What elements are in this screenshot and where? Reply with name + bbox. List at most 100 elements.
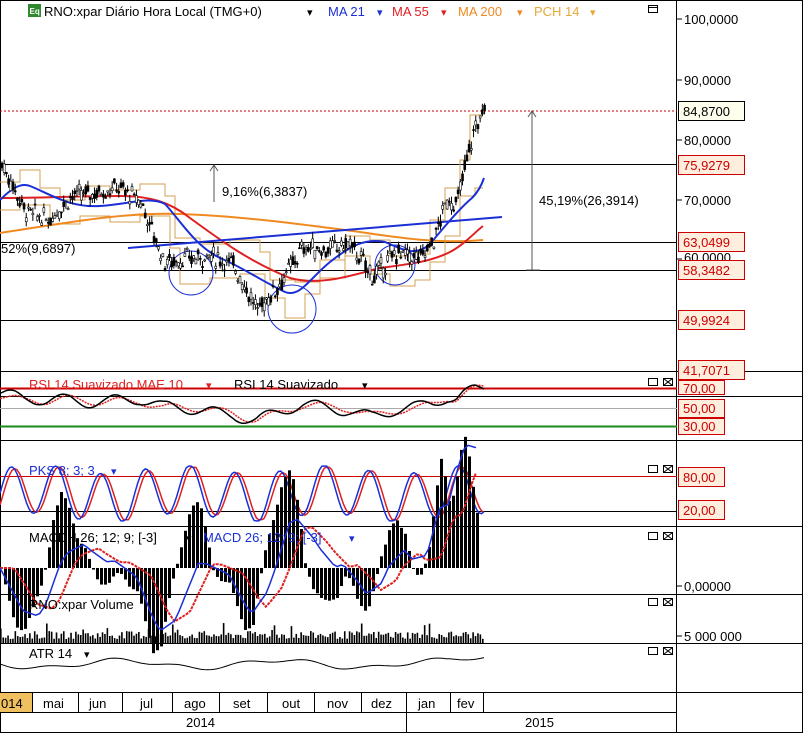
volume-bar bbox=[79, 635, 82, 643]
candle-body bbox=[425, 245, 429, 252]
volume-panel[interactable]: RNO:xpar Volume 5 000 000 bbox=[0, 597, 742, 644]
volume-bar bbox=[360, 623, 363, 643]
stoch-dropdown-icon[interactable]: ▾ bbox=[111, 466, 117, 478]
macd-histogram-bar bbox=[408, 550, 411, 568]
volume-bar bbox=[433, 637, 436, 643]
stochastic-panel[interactable]: PKS 8; 3; 3 ▾ 80,00 20,00 bbox=[0, 463, 725, 522]
atr-legend[interactable]: ATR 14 bbox=[29, 646, 72, 661]
macd-histogram-bar bbox=[380, 556, 383, 568]
volume-bar bbox=[4, 637, 7, 643]
candle-body bbox=[152, 236, 156, 243]
candle-body bbox=[75, 189, 79, 192]
title-dropdown-icon[interactable]: ▾ bbox=[307, 7, 313, 19]
candle-body bbox=[359, 251, 363, 256]
rsi-panel[interactable]: RSI 14 Suavizado MAE 10 ▾ RSI 14 Suaviza… bbox=[0, 377, 803, 435]
atr-minimize-icon[interactable] bbox=[648, 647, 658, 655]
candle-body bbox=[5, 172, 8, 175]
candle-body bbox=[69, 196, 72, 198]
symbol-title[interactable]: RNO:xpar Diário Hora Local (TMG+0) bbox=[44, 4, 262, 19]
macd-signal-line bbox=[0, 472, 477, 623]
level-label-2: 63,0499 bbox=[683, 235, 730, 250]
volume-bar bbox=[121, 632, 123, 643]
price-panel[interactable]: 9,16%(6,3837) 45,19%(26,3914) 52%(9,6897… bbox=[0, 103, 677, 334]
ma21-dropdown-icon[interactable]: ▾ bbox=[377, 7, 383, 19]
atr-panel[interactable]: ATR 14 ▾ bbox=[0, 646, 673, 671]
candle-body bbox=[210, 255, 213, 262]
candle-body bbox=[452, 209, 456, 212]
macd-legend[interactable]: MACD 26; 12; 9; [-3] bbox=[203, 530, 322, 545]
macd-histogram-bar bbox=[88, 558, 91, 568]
volume-bar bbox=[230, 634, 232, 643]
ma55-legend[interactable]: MA 55 bbox=[392, 4, 429, 19]
macd-histogram-bar bbox=[128, 568, 131, 587]
volume-bar bbox=[188, 636, 191, 643]
stoch-minimize-icon[interactable] bbox=[648, 465, 658, 473]
rsi-mae-dropdown-icon[interactable]: ▾ bbox=[206, 380, 212, 392]
volume-bar bbox=[317, 635, 319, 643]
volume-bar bbox=[440, 635, 443, 643]
macd-histogram-bar bbox=[20, 568, 23, 631]
candle-body bbox=[346, 241, 350, 249]
rsi-mae-legend[interactable]: RSI 14 Suavizado MAE 10 bbox=[29, 377, 183, 392]
macd-histogram-bar bbox=[188, 514, 191, 568]
macd-histogram-bar bbox=[212, 568, 215, 571]
price-panel-maximize-icon[interactable] bbox=[648, 5, 658, 13]
volume-bar bbox=[363, 635, 365, 643]
macd-histogram-bar bbox=[244, 568, 247, 630]
macdh-dropdown-icon[interactable]: ▾ bbox=[186, 533, 192, 545]
stoch-legend[interactable]: PKS 8; 3; 3 bbox=[29, 463, 95, 478]
candle-body bbox=[137, 199, 140, 205]
macdh-legend[interactable]: MACDH 26; 12; 9; [-3] bbox=[29, 530, 157, 545]
month-label: dez bbox=[371, 696, 392, 711]
time-axis[interactable]: 014 mai jun jul ago set out nov dez jan … bbox=[0, 693, 677, 733]
volume-bar bbox=[181, 636, 184, 643]
volume-bar bbox=[201, 632, 203, 643]
volume-legend[interactable]: RNO:xpar Volume bbox=[29, 597, 134, 612]
rsi-50-box bbox=[678, 399, 725, 418]
ma200-dropdown-icon[interactable]: ▾ bbox=[517, 7, 523, 19]
candle-body bbox=[205, 254, 209, 257]
macd-histogram-bar bbox=[196, 502, 199, 568]
macd-panel[interactable]: MACDH 26; 12; 9; [-3] ▾ MACD 26; 12; 9; … bbox=[0, 436, 731, 654]
candle-body bbox=[450, 203, 453, 211]
candle-body bbox=[66, 208, 70, 211]
candle-body bbox=[251, 302, 255, 304]
atr-dropdown-icon[interactable]: ▾ bbox=[84, 649, 90, 661]
candle-body bbox=[302, 247, 306, 254]
volume-bar bbox=[225, 634, 227, 643]
rsi-minimize-icon[interactable] bbox=[648, 378, 658, 386]
price-axis[interactable]: 100,0000 90,0000 80,0000 70,0000 60,0000… bbox=[677, 12, 745, 380]
volume-bar bbox=[99, 636, 101, 643]
ma200-legend[interactable]: MA 200 bbox=[458, 4, 502, 19]
macd-histogram-bar bbox=[412, 568, 415, 570]
candle-body bbox=[143, 212, 147, 219]
macd-histogram-bar bbox=[256, 568, 259, 599]
macd-minimize-icon[interactable] bbox=[648, 532, 658, 540]
macd-histogram-bar bbox=[388, 530, 391, 568]
macd-histogram-bar bbox=[312, 568, 315, 590]
rsi-legend[interactable]: RSI 14 Suavizado bbox=[234, 377, 338, 392]
volume-tick-label: 5 000 000 bbox=[684, 629, 742, 644]
candle-body bbox=[306, 247, 310, 252]
candle-body bbox=[436, 222, 440, 224]
macd-histogram-bar bbox=[112, 568, 115, 577]
candle-body bbox=[456, 189, 460, 195]
volume-bar bbox=[416, 632, 419, 643]
macd-histogram-bar bbox=[100, 568, 103, 585]
ma21-legend[interactable]: MA 21 bbox=[328, 4, 365, 19]
macd-histogram-bar bbox=[180, 547, 183, 568]
volume-bar bbox=[113, 638, 116, 643]
candle-body bbox=[71, 196, 74, 200]
pch-dropdown-icon[interactable]: ▾ bbox=[590, 7, 596, 19]
ma55-dropdown-icon[interactable]: ▾ bbox=[441, 7, 447, 19]
volume-minimize-icon[interactable] bbox=[648, 598, 658, 606]
candle-body bbox=[335, 249, 339, 252]
pch-legend[interactable]: PCH 14 bbox=[534, 4, 580, 19]
volume-bar bbox=[351, 632, 353, 643]
volume-bar bbox=[479, 634, 482, 643]
stoch-k-line bbox=[0, 465, 485, 522]
rsi-dropdown-icon[interactable]: ▾ bbox=[362, 380, 368, 392]
month-label: jan bbox=[417, 696, 435, 711]
macd-dropdown-icon[interactable]: ▾ bbox=[349, 533, 355, 545]
candle-body bbox=[355, 257, 359, 261]
